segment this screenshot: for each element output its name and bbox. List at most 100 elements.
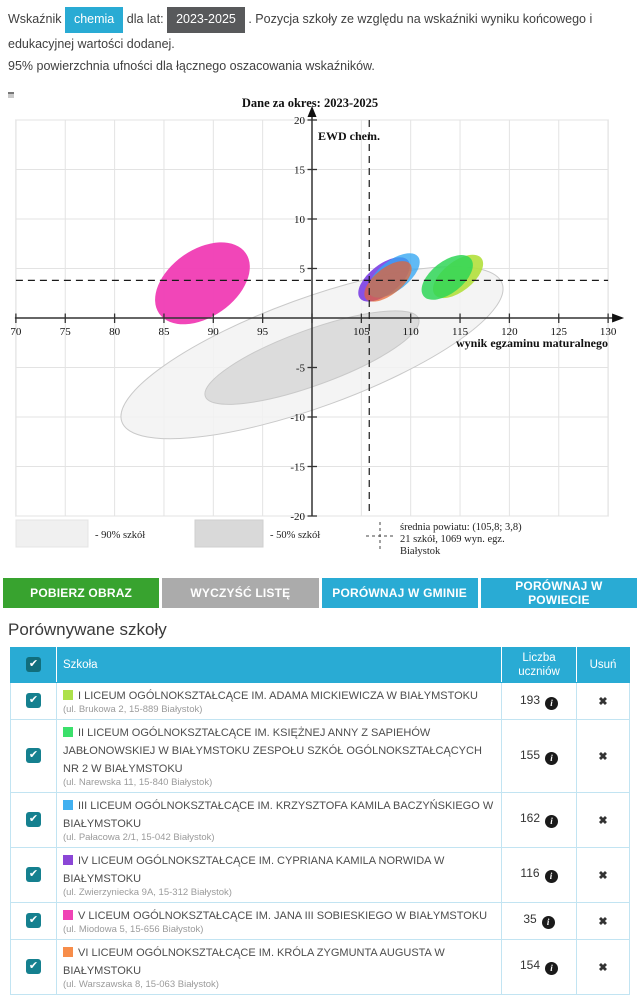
info-icon[interactable]: i	[545, 962, 559, 976]
students-count: 162	[519, 811, 541, 826]
row-checkbox[interactable]: ✔	[26, 748, 41, 764]
students-count: 116	[520, 866, 540, 881]
header-students: Liczba uczniów	[501, 646, 577, 684]
students-cell: 116 i	[501, 846, 577, 903]
school-cell: V LICEUM OGÓLNOKSZTAŁCĄCE IM. JANA III S…	[56, 901, 502, 940]
school-address: (ul. Brukowa 2, 15-889 Białystok)	[63, 704, 203, 716]
legend-label-50: - 50% szkół	[270, 530, 320, 541]
table-header-row: ✔ Szkoła Liczba uczniów Usuń	[10, 646, 630, 684]
download-image-button[interactable]: POBIERZ OBRAZ	[3, 577, 160, 608]
remove-school-button[interactable]: ✖	[598, 869, 608, 882]
x-tick-label: 80	[109, 326, 121, 338]
intro-years-label: dla lat:	[126, 12, 164, 26]
x-axis-arrow	[612, 313, 625, 322]
x-tick-label: 85	[158, 326, 170, 338]
x-tick-label: 90	[208, 326, 220, 338]
row-checkbox[interactable]: ✔	[26, 958, 41, 974]
row-checkbox[interactable]: ✔	[26, 812, 41, 828]
years-badge[interactable]: 2023-2025	[167, 7, 245, 33]
row-checkbox-cell: ✔	[10, 938, 57, 995]
row-checkbox[interactable]: ✔	[26, 693, 41, 709]
y-tick-label: -10	[290, 411, 305, 423]
x-tick-label: 70	[10, 326, 22, 338]
school-name: II LICEUM OGÓLNOKSZTAŁCĄCE IM. KSIĘŻNEJ …	[63, 727, 482, 776]
clear-list-button[interactable]: WYCZYŚĆ LISTĘ	[162, 577, 319, 608]
table-row: ✔ I LICEUM OGÓLNOKSZTAŁCĄCE IM. ADAMA MIC…	[10, 682, 630, 721]
y-tick-label: 5	[300, 263, 306, 275]
remove-cell: ✖	[576, 846, 630, 903]
school-color-swatch	[63, 946, 73, 957]
toolbar: POBIERZ OBRAZ WYCZYŚĆ LISTĘ PORÓWNAJ W G…	[0, 577, 640, 608]
school-address: (ul. Pałacowa 2/1, 15-042 Białystok)	[63, 832, 215, 843]
x-tick-label: 105	[353, 326, 370, 338]
remove-school-button[interactable]: ✖	[598, 814, 608, 827]
intro-prefix: Wskaźnik	[8, 12, 62, 26]
y-axis-arrow	[307, 105, 317, 117]
legend-mean-line2: 21 szkół, 1069 wyn. egz.	[400, 534, 505, 545]
x-tick-label: 130	[600, 326, 617, 338]
remove-cell: ✖	[576, 901, 630, 940]
row-checkbox-cell: ✔	[10, 792, 57, 848]
remove-cell: ✖	[576, 792, 630, 848]
select-all-checkbox[interactable]: ✔	[26, 657, 41, 673]
ewd-chart-panel: 70 75 80 85 90 95 105 110 115 120 125 130 -20 -15 -10-…	[0, 88, 640, 570]
legend-mean-line1: średnia powiatu: (105,8; 3,8)	[400, 522, 522, 533]
students-count: 154	[519, 958, 541, 973]
intro-text: Wskaźnik chemia dla lat: 2023-2025 . Poz…	[0, 0, 640, 78]
y-tick-label: -5	[296, 362, 306, 374]
table-row: ✔ III LICEUM OGÓLNOKSZTAŁCĄCE IM. KRZYSZT…	[10, 792, 630, 848]
remove-school-button[interactable]: ✖	[598, 696, 608, 709]
remove-school-button[interactable]: ✖	[598, 751, 608, 764]
table-row: ✔ IV LICEUM OGÓLNOKSZTAŁCĄCE IM. CYPRIANA…	[10, 846, 630, 903]
remove-school-button[interactable]: ✖	[598, 961, 608, 974]
table-row: ✔ VI LICEUM OGÓLNOKSZTAŁCĄCE IM. KRÓLA ZY…	[10, 938, 630, 995]
compare-in-powiat-button[interactable]: PORÓWNAJ W POWIECIE	[480, 577, 637, 608]
row-checkbox[interactable]: ✔	[26, 867, 41, 883]
section-title: Porównywane szkoły	[8, 619, 167, 639]
x-tick-label: 95	[257, 326, 269, 338]
info-icon[interactable]: i	[544, 870, 558, 884]
school-address: (ul. Miodowa 5, 15-656 Białystok)	[63, 923, 204, 935]
school-color-swatch	[63, 690, 73, 701]
x-axis-label: wynik egzaminu maturalnego	[456, 336, 608, 350]
students-count: 155	[519, 747, 541, 762]
header-school: Szkoła	[56, 646, 502, 684]
school-cell: IV LICEUM OGÓLNOKSZTAŁCĄCE IM. CYPRIANA …	[56, 846, 502, 903]
school-address: (ul. Warszawska 8, 15-063 Białystok)	[63, 978, 219, 990]
info-icon[interactable]: i	[541, 916, 555, 930]
students-count: 35	[523, 912, 537, 927]
subject-badge[interactable]: chemia	[64, 7, 124, 33]
school-cell: II LICEUM OGÓLNOKSZTAŁCĄCE IM. KSIĘŻNEJ …	[56, 719, 502, 793]
students-cell: 155 i	[501, 719, 577, 793]
students-count: 193	[519, 692, 541, 707]
school-cell: VI LICEUM OGÓLNOKSZTAŁCĄCE IM. KRÓLA ZYG…	[56, 938, 502, 995]
students-cell: 154 i	[501, 938, 577, 995]
x-tick-label: 115	[452, 326, 469, 338]
row-checkbox-cell: ✔	[10, 682, 57, 721]
table-row: ✔ II LICEUM OGÓLNOKSZTAŁCĄCE IM. KSIĘŻNEJ…	[10, 719, 630, 793]
info-icon[interactable]: i	[545, 751, 559, 765]
header-remove: Usuń	[576, 646, 630, 684]
x-tick-label: 110	[403, 326, 420, 338]
y-tick-label: -15	[290, 461, 305, 473]
row-checkbox-cell: ✔	[10, 901, 57, 940]
remove-school-button[interactable]: ✖	[598, 915, 608, 928]
compare-in-gmina-button[interactable]: PORÓWNAJ W GMINIE	[321, 577, 478, 608]
info-icon[interactable]: i	[545, 815, 559, 829]
info-icon[interactable]: i	[545, 696, 559, 710]
school-ellipse	[364, 260, 412, 302]
row-checkbox-cell: ✔	[10, 719, 57, 793]
y-axis-label: EWD chem.	[318, 129, 380, 143]
y-tick-label: 10	[294, 213, 306, 225]
schools-table: ✔ Szkoła Liczba uczniów Usuń ✔ I LICEUM O…	[10, 646, 630, 995]
students-cell: 193 i	[501, 682, 577, 721]
school-name: V LICEUM OGÓLNOKSZTAŁCĄCE IM. JANA III S…	[78, 909, 488, 922]
school-color-swatch	[63, 909, 73, 920]
intro-rest: . Pozycja szkoły ze względu na wskaźniki…	[8, 12, 593, 51]
school-name: III LICEUM OGÓLNOKSZTAŁCĄCE IM. KRZYSZTO…	[63, 800, 494, 830]
x-tick-label: 120	[501, 326, 518, 338]
x-tick-label: 75	[60, 326, 72, 338]
row-checkbox-cell: ✔	[10, 846, 57, 903]
row-checkbox[interactable]: ✔	[26, 912, 41, 928]
school-color-swatch	[63, 854, 73, 865]
